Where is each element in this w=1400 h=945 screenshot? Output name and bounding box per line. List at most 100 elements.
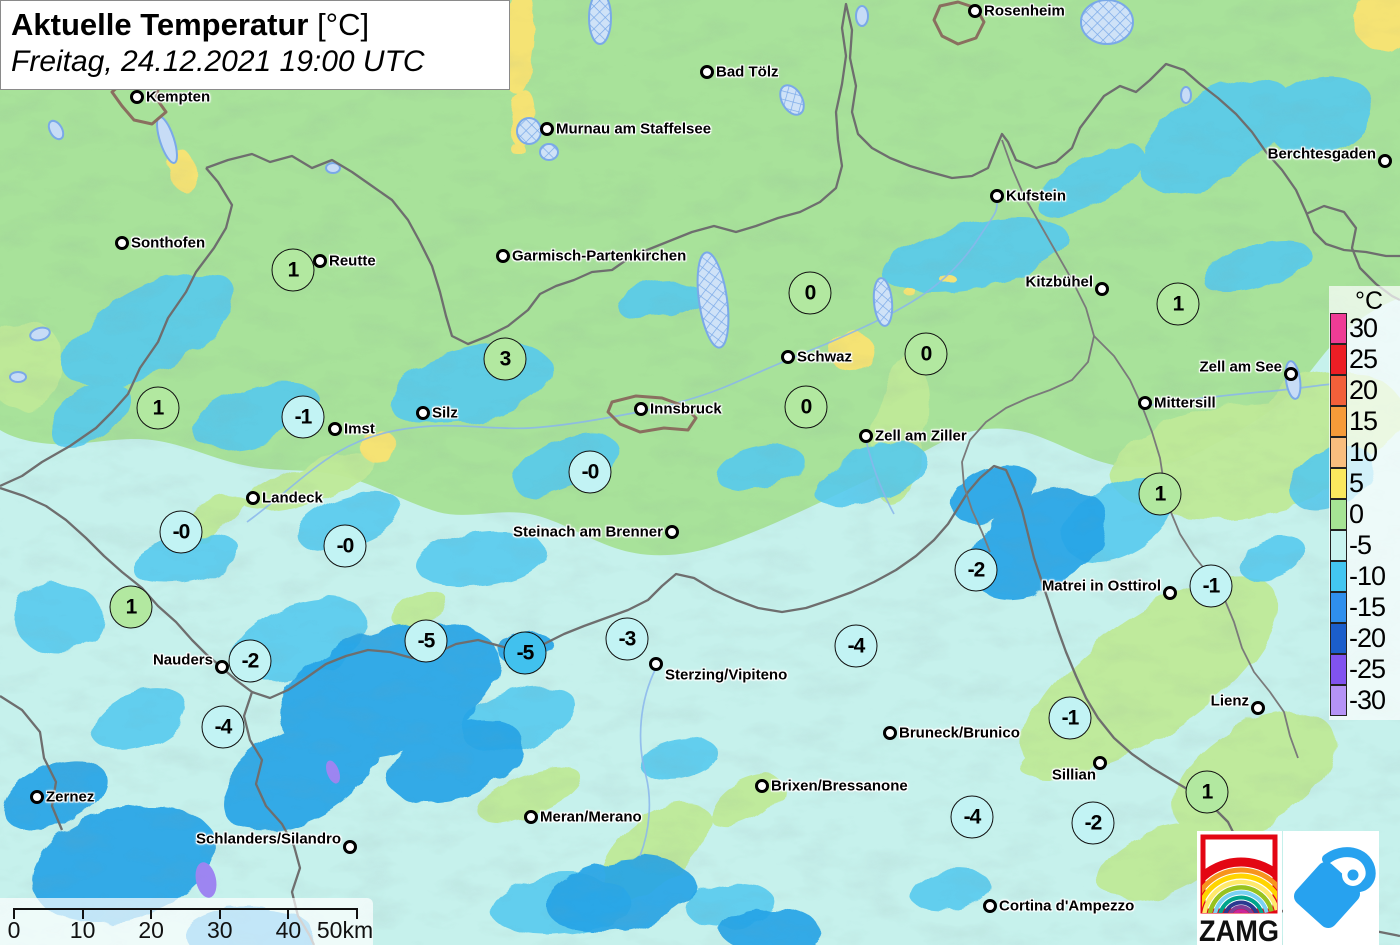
city-label-zell-am-see: Zell am See — [1199, 358, 1282, 376]
scale-bar: 0 10 20 30 40 50km — [0, 898, 373, 945]
city-marker-zernez — [30, 790, 44, 804]
city-label-kitzb-hel: Kitzbühel — [1025, 273, 1094, 291]
legend-label: -25 — [1349, 654, 1386, 684]
city-label-sillian: Sillian — [1051, 766, 1096, 784]
temperature-reading: -2 — [1071, 801, 1115, 845]
city-label-steinach-am-brenner: Steinach am Brenner — [512, 523, 663, 541]
temperature-reading: 1 — [271, 248, 315, 292]
legend-row: 10 — [1329, 436, 1400, 468]
city-label-rosenheim: Rosenheim — [984, 2, 1065, 20]
city-marker-schlanders-silandro — [343, 840, 357, 854]
city-label-imst: Imst — [344, 420, 375, 438]
city-label-schlanders-silandro: Schlanders/Silandro — [195, 830, 341, 848]
legend-row: 25 — [1329, 343, 1400, 375]
legend-label: -5 — [1349, 530, 1372, 560]
temperature-reading: -1 — [1189, 564, 1233, 608]
city-label-zell-am-ziller: Zell am Ziller — [875, 427, 967, 445]
city-label-berchtesgaden: Berchtesgaden — [1267, 145, 1376, 163]
city-marker-zell-am-ziller — [859, 429, 873, 443]
map-subtitle: Freitag, 24.12.2021 19:00 UTC — [11, 45, 425, 78]
city-marker-rosenheim — [968, 4, 982, 18]
legend-label: 10 — [1349, 437, 1378, 467]
legend-label: -20 — [1349, 623, 1386, 653]
city-marker-kufstein — [990, 189, 1004, 203]
city-label-garmisch-partenkirchen: Garmisch-Partenkirchen — [512, 247, 687, 265]
city-label-landeck: Landeck — [262, 489, 323, 507]
city-label-bad-t-lz: Bad Tölz — [716, 63, 779, 81]
city-marker-bruneck-brunico — [883, 726, 897, 740]
legend-swatch — [1330, 591, 1347, 623]
city-marker-cortina-d-ampezzo — [983, 899, 997, 913]
map-title: Aktuelle Temperatur [°C] — [11, 6, 499, 44]
temperature-reading: -5 — [503, 631, 547, 675]
city-label-reutte: Reutte — [329, 252, 376, 270]
city-marker-steinach-am-brenner — [665, 525, 679, 539]
city-label-mittersill: Mittersill — [1154, 394, 1216, 412]
legend-row: -10 — [1329, 560, 1400, 592]
legend-swatch — [1330, 653, 1347, 685]
city-label-bruneck-brunico: Bruneck/Brunico — [899, 724, 1020, 742]
scale-bar-tick — [13, 908, 15, 919]
scale-bar-tick — [81, 908, 84, 919]
scale-bar-tick — [150, 908, 153, 919]
legend-label: -30 — [1349, 685, 1386, 715]
city-marker-landeck — [246, 491, 260, 505]
scale-bar-label: 40 — [275, 917, 302, 943]
legend-label: -10 — [1349, 561, 1386, 591]
zamg-logo: ZAMG — [1197, 831, 1282, 945]
scale-bar-label: 20 — [138, 917, 164, 943]
city-marker-berchtesgaden — [1378, 154, 1392, 168]
city-marker-nauders — [215, 660, 229, 674]
legend-swatch — [1330, 374, 1347, 406]
legend-swatch — [1330, 312, 1347, 344]
temperature-reading: -4 — [950, 795, 994, 839]
legend-label: 15 — [1349, 406, 1378, 436]
scale-bar-label: 30 — [207, 917, 233, 943]
temperature-reading: -4 — [834, 624, 878, 668]
legend-label: 5 — [1349, 468, 1364, 498]
city-marker-sterzing-vipiteno — [649, 657, 663, 671]
city-label-nauders: Nauders — [152, 651, 213, 669]
city-marker-matrei-in-osttirol — [1163, 586, 1177, 600]
legend-row: -15 — [1329, 591, 1400, 623]
temperature-reading: -5 — [404, 619, 448, 663]
city-label-zernez: Zernez — [46, 788, 95, 806]
temperature-reading: -0 — [323, 524, 367, 568]
legend-swatch — [1330, 436, 1347, 468]
legend-row: 5 — [1329, 467, 1400, 499]
scale-bar-tick — [287, 908, 290, 919]
city-marker-meran-merano — [524, 810, 538, 824]
temperature-reading: 3 — [483, 337, 527, 381]
legend-swatch — [1330, 622, 1347, 654]
legend-swatch — [1330, 467, 1347, 499]
city-label-schwaz: Schwaz — [797, 348, 853, 366]
legend-swatch — [1330, 684, 1347, 716]
temperature-reading: 0 — [784, 385, 828, 429]
city-label-sterzing-vipiteno: Sterzing/Vipiteno — [665, 666, 788, 684]
legend-row: 0 — [1329, 498, 1400, 530]
city-label-sonthofen: Sonthofen — [131, 234, 206, 252]
city-marker-murnau-am-staffelsee — [540, 122, 554, 136]
scale-bar-label: 50km — [316, 917, 374, 943]
city-label-matrei-in-osttirol: Matrei in Osttirol — [1041, 577, 1161, 595]
temperature-reading: -4 — [201, 705, 245, 749]
map-title-unit: [°C] — [308, 7, 370, 42]
city-label-brixen-bressanone: Brixen/Bressanone — [771, 777, 908, 795]
weather-app-logo — [1283, 831, 1379, 945]
legend-swatch — [1330, 529, 1347, 561]
city-marker-brixen-bressanone — [755, 779, 769, 793]
zamg-rainbow-icon — [1202, 857, 1277, 913]
weather-app-icon — [1293, 847, 1376, 929]
city-marker-sonthofen — [115, 236, 129, 250]
temperature-reading: 1 — [136, 386, 180, 430]
legend-label: 0 — [1349, 499, 1364, 529]
map-title-box: Aktuelle Temperatur [°C] Freitag, 24.12.… — [0, 0, 510, 90]
legend-label: 25 — [1349, 344, 1378, 374]
legend-row: -25 — [1329, 653, 1400, 685]
city-marker-schwaz — [781, 350, 795, 364]
city-marker-bad-t-lz — [700, 65, 714, 79]
legend-row: 15 — [1329, 405, 1400, 437]
legend-swatch — [1330, 560, 1347, 592]
city-marker-zell-am-see — [1284, 367, 1298, 381]
